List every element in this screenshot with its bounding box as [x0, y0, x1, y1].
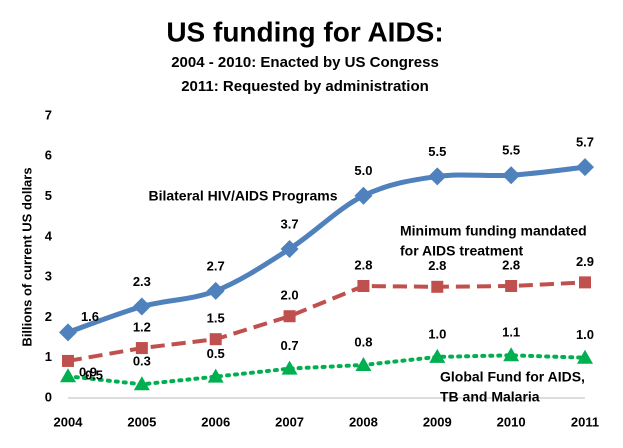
point — [280, 239, 299, 258]
data-label: 2.8 — [502, 257, 520, 272]
series-label: TB and Malaria — [440, 389, 540, 405]
data-label: 5.5 — [502, 143, 520, 158]
data-label: 2.8 — [428, 258, 446, 273]
point — [62, 354, 74, 367]
data-label: 5.7 — [576, 135, 594, 150]
series-label: for AIDS treatment — [400, 243, 524, 259]
x-tick-label: 2011 — [571, 414, 599, 429]
chart-subtitle: 2004 - 2010: Enacted by US Congress — [171, 54, 439, 71]
y-tick-label: 6 — [45, 148, 52, 163]
y-axis-label: Billions of current US dollars — [19, 167, 34, 346]
data-label: 0.5 — [85, 368, 103, 383]
point — [283, 310, 296, 323]
x-tick-label: 2006 — [201, 414, 230, 429]
data-label: 0.3 — [133, 354, 151, 369]
point — [207, 368, 224, 383]
data-label: 2.9 — [576, 254, 594, 269]
point — [135, 342, 148, 355]
point — [355, 356, 372, 371]
point — [59, 323, 77, 342]
point — [505, 280, 518, 293]
data-label: 2.0 — [281, 288, 299, 303]
series-line — [67, 164, 586, 335]
data-label: 2.7 — [207, 258, 225, 273]
data-label: 3.7 — [281, 216, 299, 231]
point — [431, 280, 444, 293]
chart-subtitle: 2011: Requested by administration — [181, 78, 429, 95]
point — [502, 166, 521, 185]
point — [206, 281, 225, 300]
y-tick-label: 4 — [45, 228, 53, 243]
y-tick-label: 0 — [45, 389, 52, 404]
y-tick-label: 7 — [45, 107, 52, 122]
x-tick-label: 2005 — [127, 414, 156, 429]
data-label: 0.7 — [281, 338, 299, 353]
series-label: Bilateral HIV/AIDS Programs — [148, 188, 337, 204]
point — [132, 297, 151, 316]
y-tick-label: 2 — [45, 309, 52, 324]
data-label: 1.2 — [133, 319, 151, 334]
point — [209, 333, 222, 346]
data-label: 1.6 — [81, 309, 99, 324]
x-tick-label: 2008 — [349, 414, 378, 429]
data-label: 2.3 — [133, 274, 151, 289]
point — [576, 158, 594, 177]
data-label: 1.0 — [428, 326, 446, 341]
data-label: 2.8 — [354, 257, 372, 272]
y-tick-label: 3 — [45, 269, 52, 284]
series-label: Global Fund for AIDS, — [440, 369, 585, 385]
data-label: 0.5 — [207, 346, 225, 361]
point — [577, 349, 593, 364]
point — [133, 376, 150, 391]
y-tick-label: 5 — [45, 188, 52, 203]
data-label: 1.0 — [576, 327, 594, 342]
x-tick-label: 2010 — [497, 414, 526, 429]
data-label: 5.0 — [354, 163, 372, 178]
x-tick-label: 2004 — [54, 414, 84, 429]
y-tick-label: 1 — [45, 349, 52, 364]
x-tick-label: 2009 — [423, 414, 452, 429]
point — [281, 360, 298, 375]
data-label: 1.5 — [207, 311, 225, 326]
chart-title: US funding for AIDS: — [166, 16, 443, 47]
data-label: 1.1 — [502, 325, 520, 340]
point — [579, 276, 591, 289]
x-tick-label: 2007 — [275, 414, 304, 429]
point — [428, 167, 447, 186]
point — [503, 347, 520, 362]
series-label: Minimum funding mandated — [400, 223, 587, 239]
data-label: 0.9 — [79, 364, 97, 379]
point — [60, 368, 76, 383]
point — [429, 348, 446, 363]
point — [354, 186, 373, 205]
point — [357, 280, 370, 293]
data-label: 0.8 — [354, 334, 372, 349]
data-label: 5.5 — [428, 144, 446, 159]
